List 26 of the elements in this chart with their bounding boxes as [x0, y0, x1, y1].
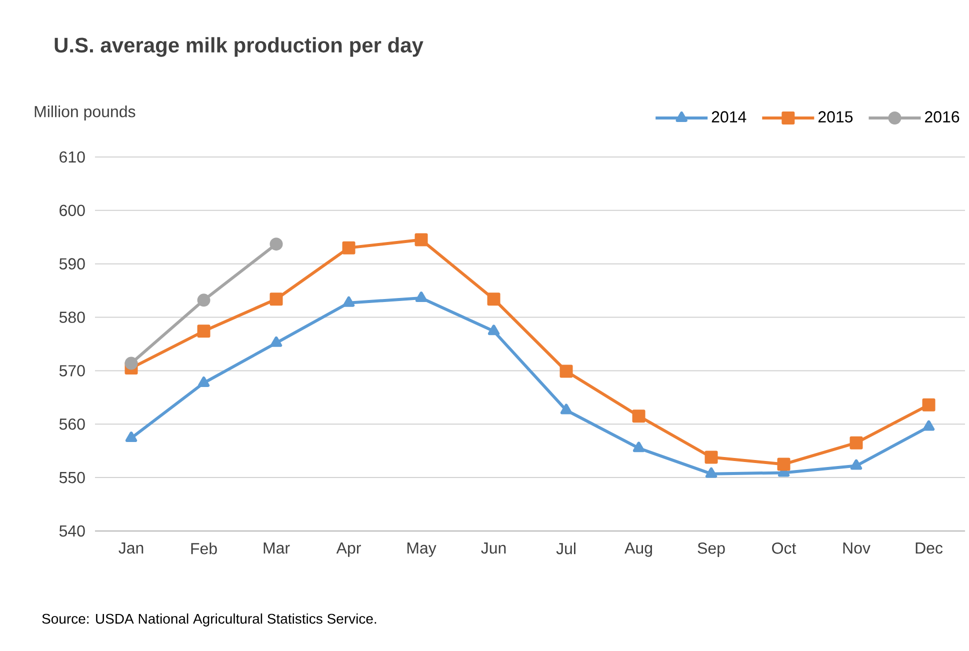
- x-tick-label: Aug: [624, 542, 652, 557]
- y-tick-label: 560: [59, 418, 85, 430]
- x-tick-label: Apr: [336, 542, 361, 557]
- y-tick-label: 550: [59, 472, 85, 484]
- y-axis-title: Million pounds: [34, 106, 136, 120]
- y-tick-label: 580: [59, 312, 85, 323]
- source-note: Source: USDA National Agricultural Statistics Service.: [42, 613, 376, 627]
- legend-label: 2015: [818, 111, 853, 123]
- y-tick-label: 590: [59, 258, 85, 270]
- x-tick-label: Nov: [843, 542, 870, 554]
- legend-label: 2016: [925, 111, 960, 123]
- x-tick-label: May: [407, 542, 436, 557]
- x-tick-label: Mar: [264, 542, 290, 554]
- x-tick-label: Jun: [481, 542, 506, 554]
- x-tick-label: Sep: [698, 542, 725, 558]
- x-tick-label: Oct: [772, 542, 796, 554]
- y-tick-label: 570: [59, 365, 85, 376]
- legend-label: 2014: [712, 111, 746, 123]
- y-tick-label: 610: [60, 151, 85, 163]
- x-tick-label: Jan: [118, 542, 144, 554]
- x-tick-label: Dec: [916, 542, 943, 554]
- chart-title: U.S. average milk production per day: [54, 37, 424, 57]
- y-tick-label: 600: [60, 204, 85, 216]
- x-tick-label: Jul: [556, 542, 576, 554]
- x-tick-label: Feb: [191, 542, 217, 554]
- y-tick-label: 540: [59, 525, 85, 537]
